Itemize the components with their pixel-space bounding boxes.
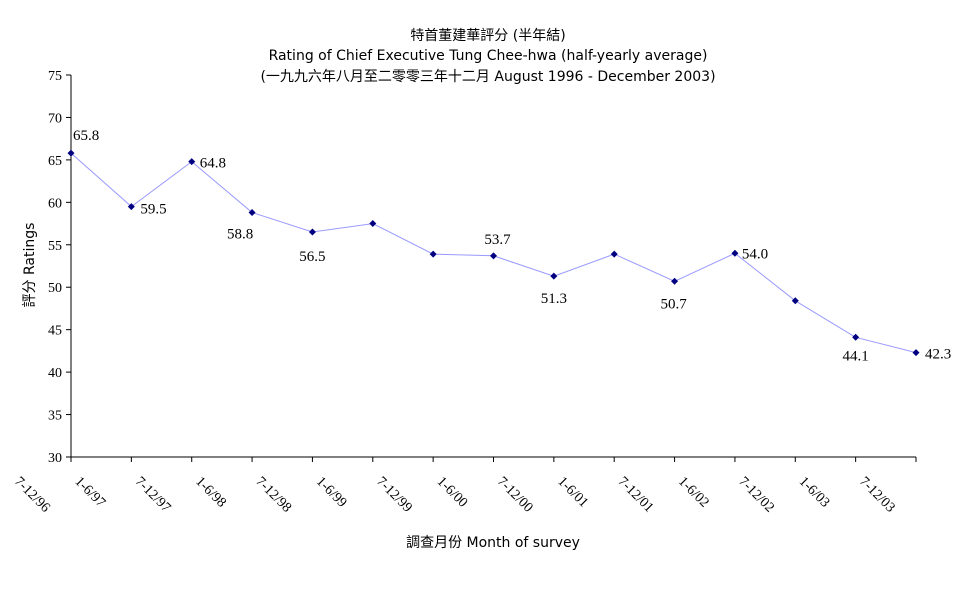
data-label: 51.3 (541, 291, 567, 307)
x-tick-label: 7-12/99 (373, 474, 414, 515)
y-tick-label: 60 (48, 196, 62, 211)
data-point (852, 333, 860, 341)
x-tick-label: 7-12/03 (856, 474, 897, 515)
x-tick-label: 7-12/01 (615, 474, 656, 515)
data-point (308, 228, 316, 236)
chart-subtitle: Rating of Chief Executive Tung Chee-hwa … (269, 48, 708, 64)
x-tick-label: 7-12/00 (494, 474, 535, 515)
data-point (369, 220, 377, 228)
data-label: 44.1 (843, 348, 869, 364)
y-tick-label: 40 (48, 366, 62, 381)
data-label: 53.7 (484, 232, 511, 248)
data-label: 42.3 (925, 347, 951, 363)
data-label: 54.0 (742, 246, 768, 262)
data-point (550, 272, 558, 280)
x-tick-label: 1-6/03 (796, 474, 832, 510)
data-point (127, 203, 135, 211)
data-point (671, 277, 679, 285)
data-label: 50.7 (660, 296, 687, 312)
x-tick-label: 1-6/97 (72, 474, 108, 510)
x-tick-label: 1-6/98 (192, 474, 228, 510)
data-label: 65.8 (73, 128, 99, 144)
y-tick-label: 30 (48, 451, 62, 466)
chart-subtitle-period: (一九九六年八月至二零零三年十二月 August 1996 - December… (260, 69, 715, 85)
data-label: 64.8 (200, 156, 226, 172)
y-axis-title: 評分 Ratings (22, 223, 38, 308)
data-label: 59.5 (140, 202, 166, 218)
data-point (731, 249, 739, 257)
y-tick-label: 55 (48, 239, 62, 254)
data-point (610, 250, 618, 258)
x-tick-label: 1-6/99 (313, 474, 349, 510)
data-point (912, 349, 920, 357)
y-tick-label: 65 (48, 154, 62, 169)
x-tick-label: 7-12/98 (253, 474, 294, 515)
data-point (429, 250, 437, 258)
plot-area: 30 35 40 45 50 55 60 65 70 75 7-12/96 1-6/97 7-12/97… (11, 69, 951, 516)
data-point (490, 252, 497, 260)
data-label: 58.8 (227, 227, 253, 243)
x-tick-label: 1-6/00 (434, 474, 470, 510)
x-tick-label: 7-12/02 (735, 474, 776, 515)
y-tick-label: 50 (48, 281, 62, 296)
y-tick-label: 45 (48, 324, 62, 339)
y-tick-label: 35 (48, 409, 62, 424)
x-tick-label: 1-6/02 (675, 474, 711, 510)
data-point (67, 149, 75, 157)
x-tick-label: 1-6/01 (554, 474, 590, 510)
data-label: 56.5 (299, 249, 325, 265)
data-point (248, 209, 256, 217)
x-axis-title: 調查月份 Month of survey (406, 535, 580, 551)
y-tick-label: 70 (48, 111, 62, 126)
data-point (791, 297, 799, 305)
data-point (188, 158, 196, 166)
x-tick-label: 7-12/97 (132, 474, 173, 515)
y-tick-label: 75 (48, 69, 62, 84)
x-tick-label: 7-12/96 (11, 474, 52, 515)
chart-title: 特首董建華評分 (半年結) (410, 28, 565, 44)
